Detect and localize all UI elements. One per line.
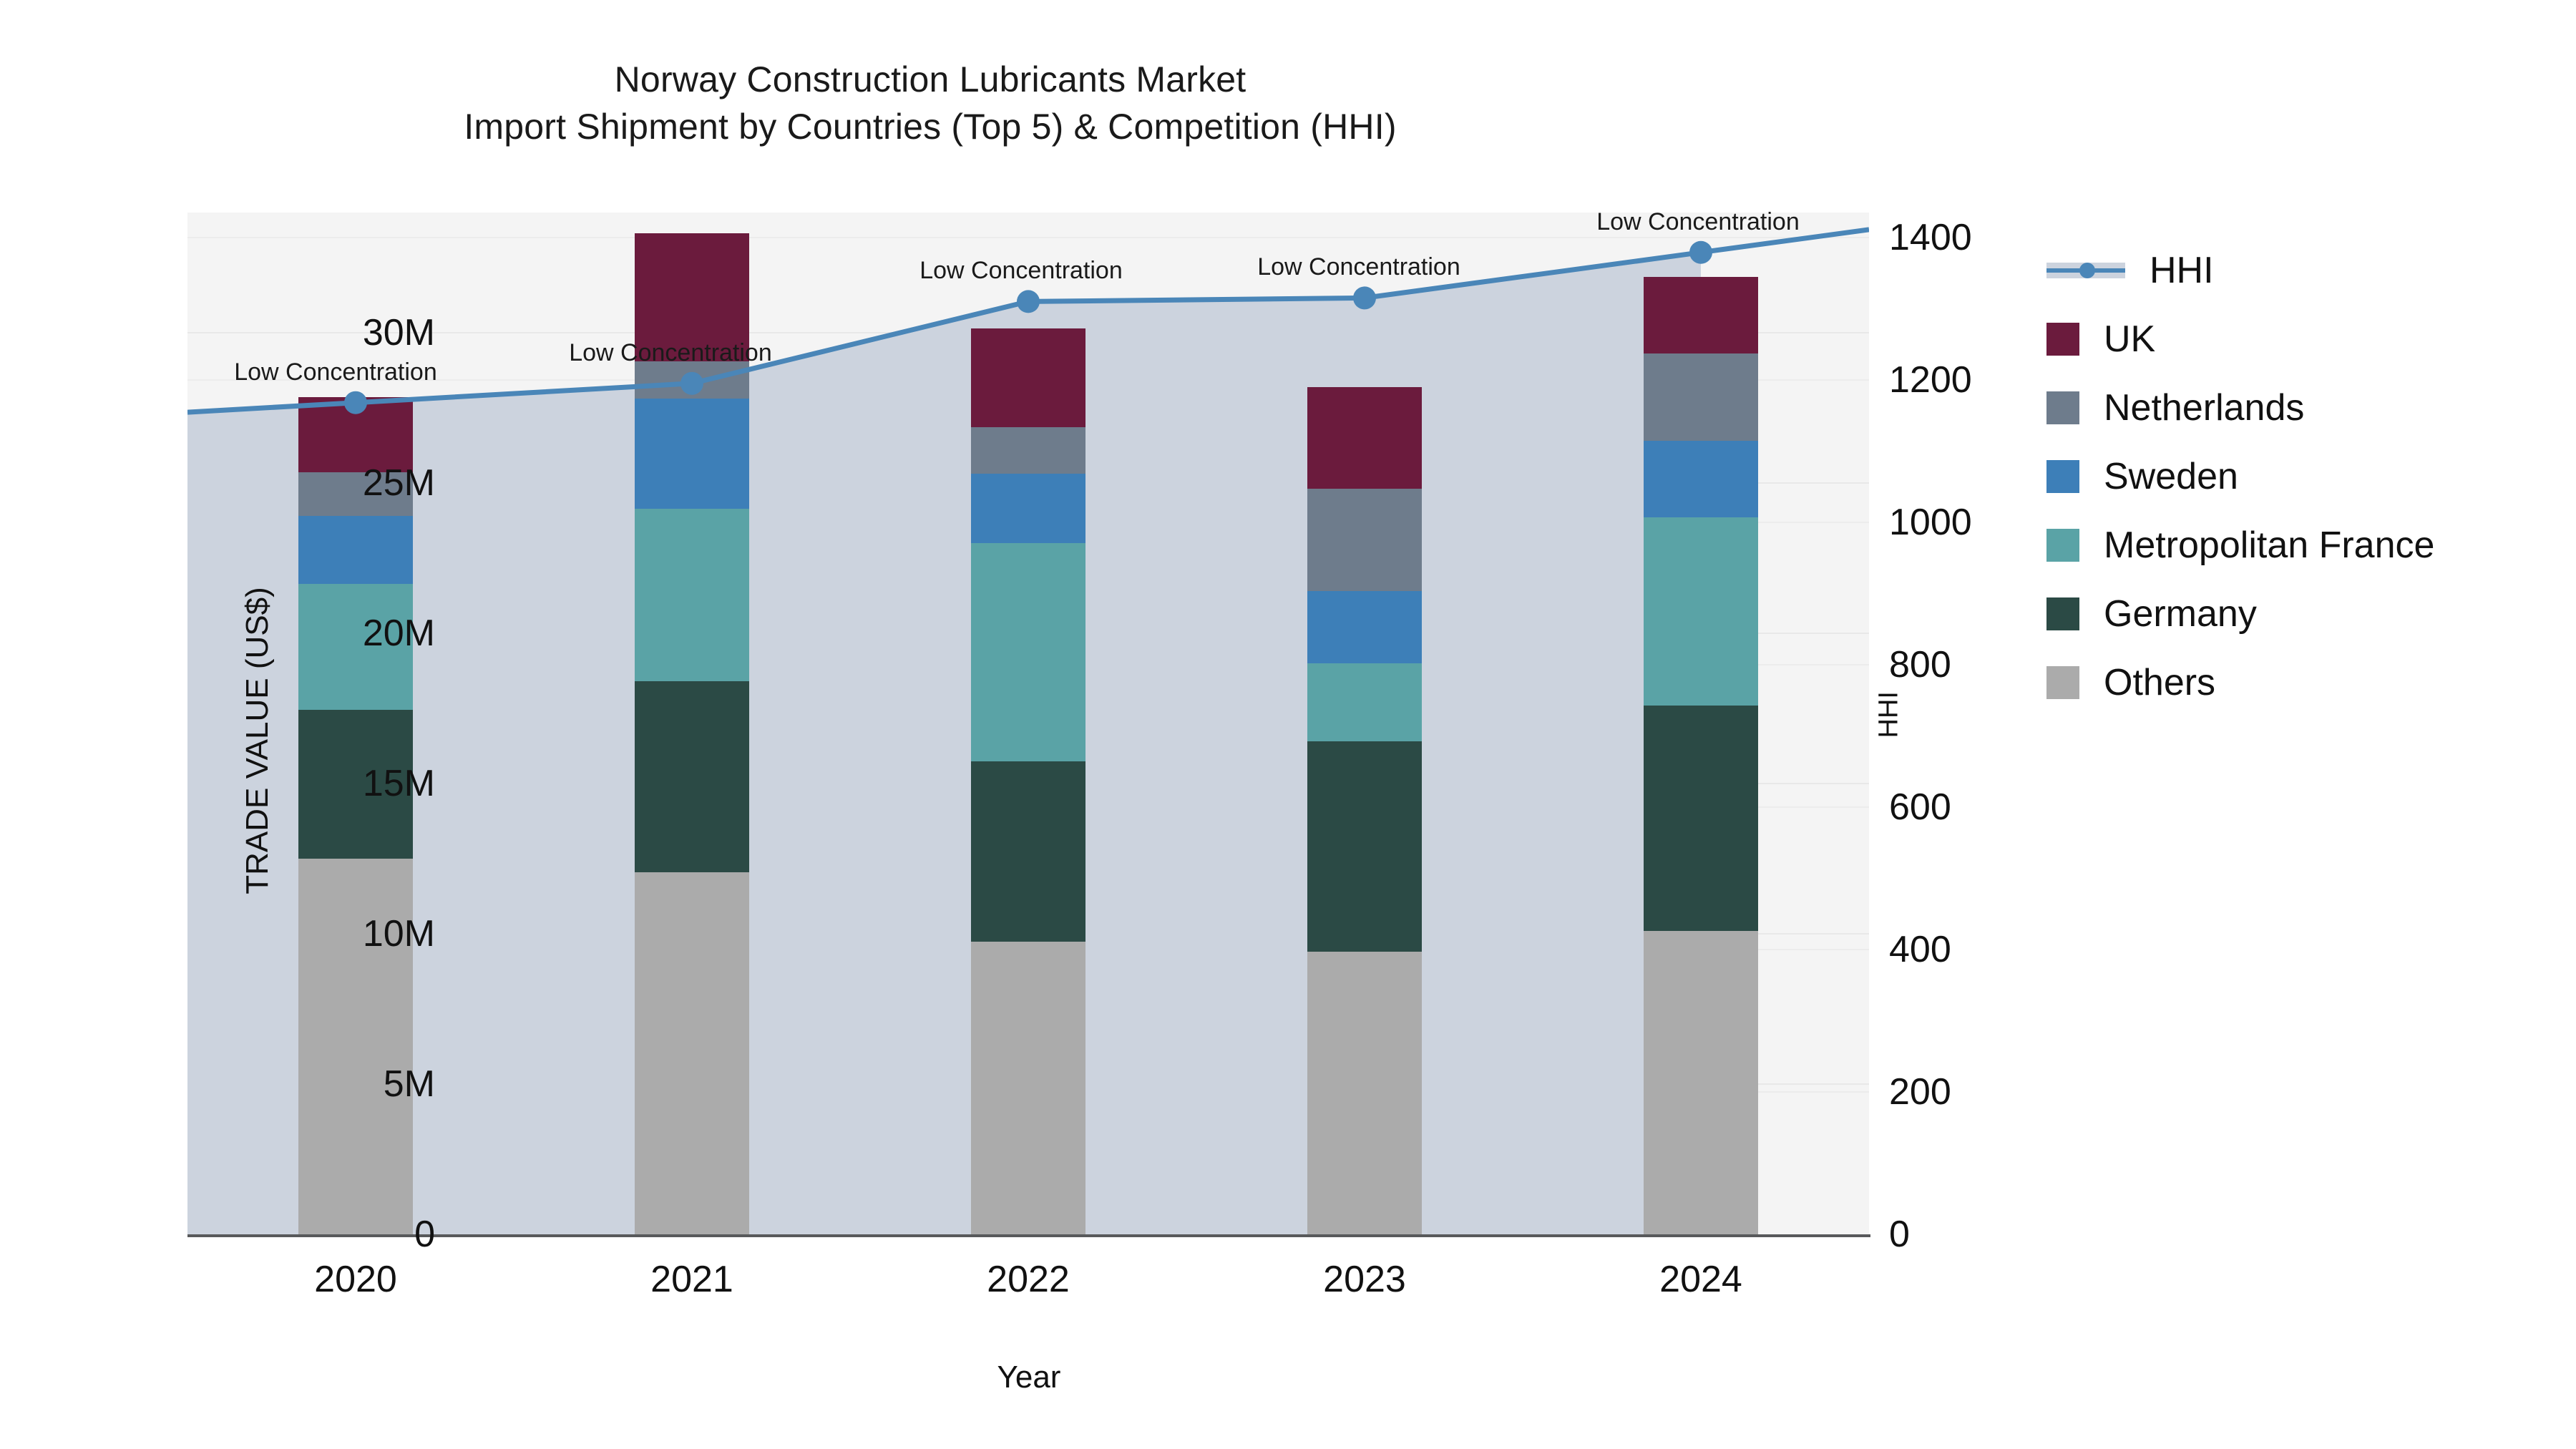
bar-segment-netherlands[interactable] [971, 427, 1085, 474]
legend-item-germany[interactable]: Germany [2046, 580, 2434, 648]
bar-segment-others[interactable] [298, 859, 413, 1234]
bar-segment-metropolitan-france[interactable] [971, 543, 1085, 761]
x-tick-2020: 2020 [314, 1259, 397, 1300]
bar-segment-germany[interactable] [1644, 705, 1758, 931]
legend-label: Netherlands [2104, 387, 2305, 429]
y-tick-right-400: 400 [1889, 928, 1951, 970]
legend-swatch-icon [2046, 597, 2079, 630]
legend-label: Sweden [2104, 456, 2238, 497]
bar-segment-others[interactable] [635, 872, 749, 1234]
hhi-marker-2024[interactable] [1689, 240, 1712, 264]
hhi-marker-2023[interactable] [1353, 286, 1376, 310]
bar-segment-sweden[interactable] [635, 399, 749, 509]
bar-segment-germany[interactable] [971, 761, 1085, 942]
y-tick-left-15M: 15M [362, 763, 435, 804]
annotation-low-concentration-2024: Low Concentration [1596, 208, 1800, 235]
bar-segment-sweden[interactable] [1644, 441, 1758, 518]
legend-swatch-icon [2046, 323, 2079, 356]
bar-segment-metropolitan-france[interactable] [635, 508, 749, 682]
y-tick-left-10M: 10M [362, 913, 435, 955]
y-tick-right-1400: 1400 [1889, 216, 1972, 258]
annotation-low-concentration-2020: Low Concentration [234, 358, 437, 386]
bar-2022[interactable] [971, 213, 1085, 1234]
x-axis-line [187, 1234, 1870, 1237]
y-tick-left-5M: 5M [383, 1063, 435, 1105]
y-axis-right-label: HHI [1873, 691, 1904, 738]
legend-item-hhi[interactable]: HHI [2046, 236, 2434, 305]
hhi-line [187, 227, 1869, 415]
legend-item-sweden[interactable]: Sweden [2046, 442, 2434, 511]
x-tick-2023: 2023 [1323, 1259, 1406, 1300]
y-tick-left-30M: 30M [362, 312, 435, 353]
bar-segment-others[interactable] [1307, 952, 1422, 1234]
legend-label: Others [2104, 662, 2216, 703]
legend-label: Germany [2104, 593, 2257, 635]
y-axis-left-label: TRADE VALUE (US$) [240, 587, 275, 894]
legend-label: UK [2104, 318, 2156, 360]
legend-label: Metropolitan France [2104, 525, 2435, 566]
bar-segment-others[interactable] [1644, 930, 1758, 1234]
bar-segment-metropolitan-france[interactable] [1644, 517, 1758, 706]
bar-segment-sweden[interactable] [298, 516, 413, 584]
annotation-low-concentration-2022: Low Concentration [919, 257, 1123, 285]
chart-title-line-1: Norway Construction Lubricants Market [614, 59, 1246, 99]
y-tick-right-200: 200 [1889, 1070, 1951, 1113]
x-axis-label: Year [997, 1360, 1061, 1395]
legend-swatch-icon [2046, 529, 2079, 562]
legend-item-others[interactable]: Others [2046, 648, 2434, 717]
plot-inner [187, 213, 1869, 1234]
bar-segment-sweden[interactable] [1307, 591, 1422, 663]
y-tick-left-25M: 25M [362, 462, 435, 504]
bar-2020[interactable] [298, 213, 413, 1234]
legend-swatch-icon [2046, 391, 2079, 424]
bar-segment-germany[interactable] [1307, 741, 1422, 952]
bar-segment-netherlands[interactable] [1644, 353, 1758, 441]
bar-2023[interactable] [1307, 213, 1422, 1234]
gridline-right [187, 236, 1869, 238]
annotation-low-concentration-2021: Low Concentration [569, 338, 772, 366]
bar-segment-netherlands[interactable] [1307, 489, 1422, 592]
bar-segment-netherlands[interactable] [298, 472, 413, 517]
y-tick-right-800: 800 [1889, 643, 1951, 686]
bar-segment-uk[interactable] [971, 328, 1085, 428]
y-tick-right-1000: 1000 [1889, 501, 1972, 543]
legend-item-uk[interactable]: UK [2046, 305, 2434, 374]
bar-segment-others[interactable] [971, 941, 1085, 1234]
legend-item-metropolitan-france[interactable]: Metropolitan France [2046, 511, 2434, 580]
chart-title-line-2: Import Shipment by Countries (Top 5) & C… [464, 107, 1397, 147]
legend-swatch-icon [2046, 460, 2079, 493]
plot-area [187, 213, 1869, 1234]
legend-line-marker-icon [2046, 254, 2125, 287]
bar-2024[interactable] [1644, 213, 1758, 1234]
bar-segment-metropolitan-france[interactable] [1307, 663, 1422, 742]
hhi-marker-2021[interactable] [680, 371, 703, 395]
y-tick-left-0: 0 [414, 1214, 435, 1255]
y-tick-right-600: 600 [1889, 786, 1951, 828]
bar-segment-germany[interactable] [635, 681, 749, 872]
hhi-marker-2022[interactable] [1017, 290, 1040, 313]
chart-title: Norway Construction Lubricants Market Im… [0, 56, 1860, 150]
x-tick-2021: 2021 [650, 1259, 733, 1300]
y-tick-left-20M: 20M [362, 613, 435, 654]
y-tick-right-1200: 1200 [1889, 358, 1972, 401]
legend-item-netherlands[interactable]: Netherlands [2046, 374, 2434, 442]
bar-segment-sweden[interactable] [971, 474, 1085, 543]
y-tick-right-0: 0 [1889, 1214, 1910, 1255]
bar-segment-germany[interactable] [298, 710, 413, 859]
x-tick-2024: 2024 [1659, 1259, 1742, 1300]
annotation-low-concentration-2023: Low Concentration [1257, 253, 1460, 281]
legend-swatch-icon [2046, 666, 2079, 699]
x-tick-2022: 2022 [987, 1259, 1070, 1300]
bar-segment-uk[interactable] [635, 233, 749, 361]
bar-segment-uk[interactable] [1644, 277, 1758, 354]
chart-legend: HHI UK Netherlands Sweden Metropolitan Franc… [2046, 236, 2434, 717]
bar-segment-uk[interactable] [1307, 386, 1422, 489]
legend-label: HHI [2150, 250, 2214, 291]
hhi-marker-2020[interactable] [344, 391, 367, 414]
bar-segment-metropolitan-france[interactable] [298, 583, 413, 711]
